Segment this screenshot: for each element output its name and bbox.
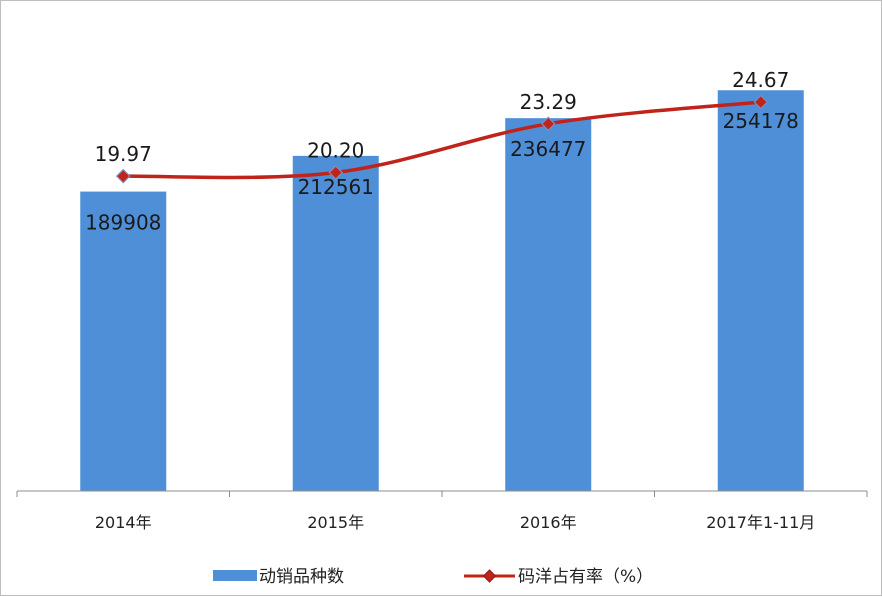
bar-value-label-0: 189908 xyxy=(85,211,161,235)
bar-value-label-1: 212561 xyxy=(298,175,374,199)
x-tick-label-2: 2016年 xyxy=(520,513,577,532)
line-value-label-0: 19.97 xyxy=(95,142,152,166)
line-marker-3 xyxy=(753,94,769,110)
line-value-label-3: 24.67 xyxy=(732,68,789,92)
x-tick-label-0: 2014年 xyxy=(95,513,152,532)
line-marker-0 xyxy=(115,168,131,184)
line-value-label-1: 20.20 xyxy=(307,139,364,163)
line-series-path xyxy=(121,100,763,180)
bar-value-label-2: 236477 xyxy=(510,137,586,161)
bar-0 xyxy=(80,191,167,492)
x-tick-label-1: 2015年 xyxy=(307,513,364,532)
line-value-label-2: 23.29 xyxy=(520,90,577,114)
bar-2 xyxy=(505,118,592,491)
bar-3 xyxy=(717,90,804,491)
bar-1 xyxy=(292,155,379,491)
line-marker-1 xyxy=(328,165,344,180)
x-tick-label-3: 2017年1-11月 xyxy=(706,513,815,532)
legend-diamond-icon xyxy=(482,569,497,583)
bar-value-label-3: 254178 xyxy=(723,109,799,133)
line-marker-2 xyxy=(540,116,556,132)
legend-bar-label: 动销品种数 xyxy=(259,567,344,587)
legend-line-label: 码洋占有率（%） xyxy=(518,567,653,587)
legend-bar-swatch xyxy=(213,570,257,581)
